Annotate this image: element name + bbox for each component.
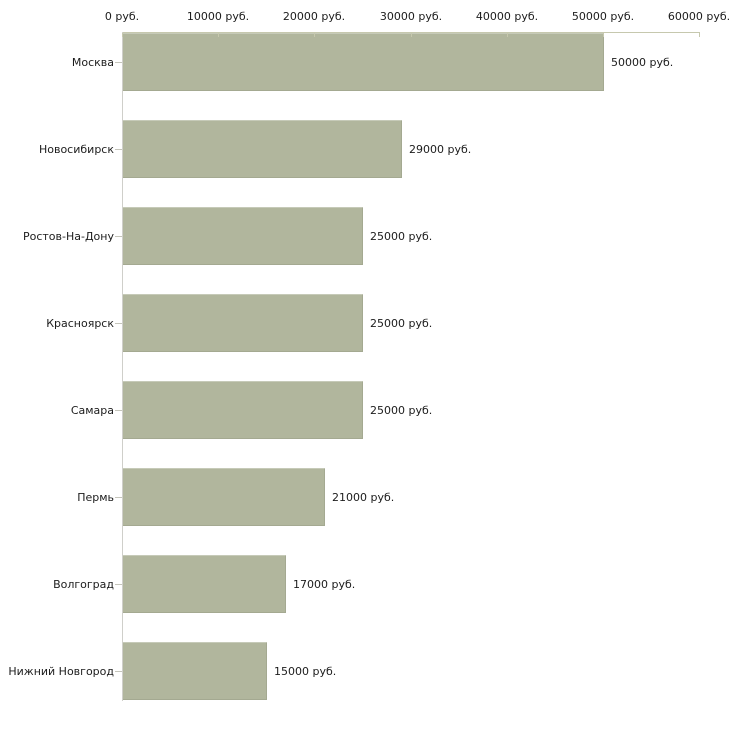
bar-4 [123,294,363,352]
bar-7 [123,555,286,613]
bar-value-label: 50000 руб. [611,55,674,69]
x-axis-tick-label: 60000 руб. [667,10,730,23]
x-axis-tick-mark [218,33,219,37]
x-axis-tick-label: 30000 руб. [379,10,443,23]
x-axis-tick-label: 40000 руб. [475,10,539,23]
x-axis-tick-mark [314,33,315,37]
x-axis-tick-label: 50000 руб. [571,10,635,23]
x-axis-tick-label: 0 руб. [104,10,140,23]
bar-value-label: 15000 руб. [274,664,337,678]
category-label: Москва [71,55,114,69]
x-axis-tick-mark [603,33,604,37]
x-axis-tick-mark [411,33,412,37]
bar-5 [123,381,363,439]
category-label: Новосибирск [38,142,114,156]
x-axis-line [122,32,700,33]
x-axis-tick-mark [507,33,508,37]
bar-value-label: 25000 руб. [370,403,433,417]
y-axis-line [122,32,123,701]
bar-value-label: 25000 руб. [370,229,433,243]
category-tick-mark [115,410,122,411]
x-axis-tick-label: 20000 руб. [282,10,346,23]
category-tick-mark [115,62,122,63]
category-tick-mark [115,236,122,237]
category-tick-mark [115,671,122,672]
bar-1 [123,33,604,91]
category-label: Пермь [77,490,114,504]
category-tick-mark [115,584,122,585]
category-tick-mark [115,497,122,498]
category-tick-mark [115,323,122,324]
category-label: Нижний Новгород [8,664,114,678]
category-label: Самара [70,403,114,417]
x-axis-tick-label: 10000 руб. [186,10,250,23]
x-axis-tick-mark [699,33,700,37]
bar-value-label: 21000 руб. [332,490,395,504]
bar-value-label: 29000 руб. [409,142,472,156]
bar-8 [123,642,267,700]
category-label: Красноярск [46,316,114,330]
bar-3 [123,207,363,265]
category-tick-mark [115,149,122,150]
category-label: Ростов-На-Дону [22,229,114,243]
bar-6 [123,468,325,526]
bar-2 [123,120,402,178]
category-label: Волгоград [53,577,114,591]
x-axis-tick-mark [122,33,123,37]
bar-value-label: 25000 руб. [370,316,433,330]
bar-value-label: 17000 руб. [293,577,356,591]
